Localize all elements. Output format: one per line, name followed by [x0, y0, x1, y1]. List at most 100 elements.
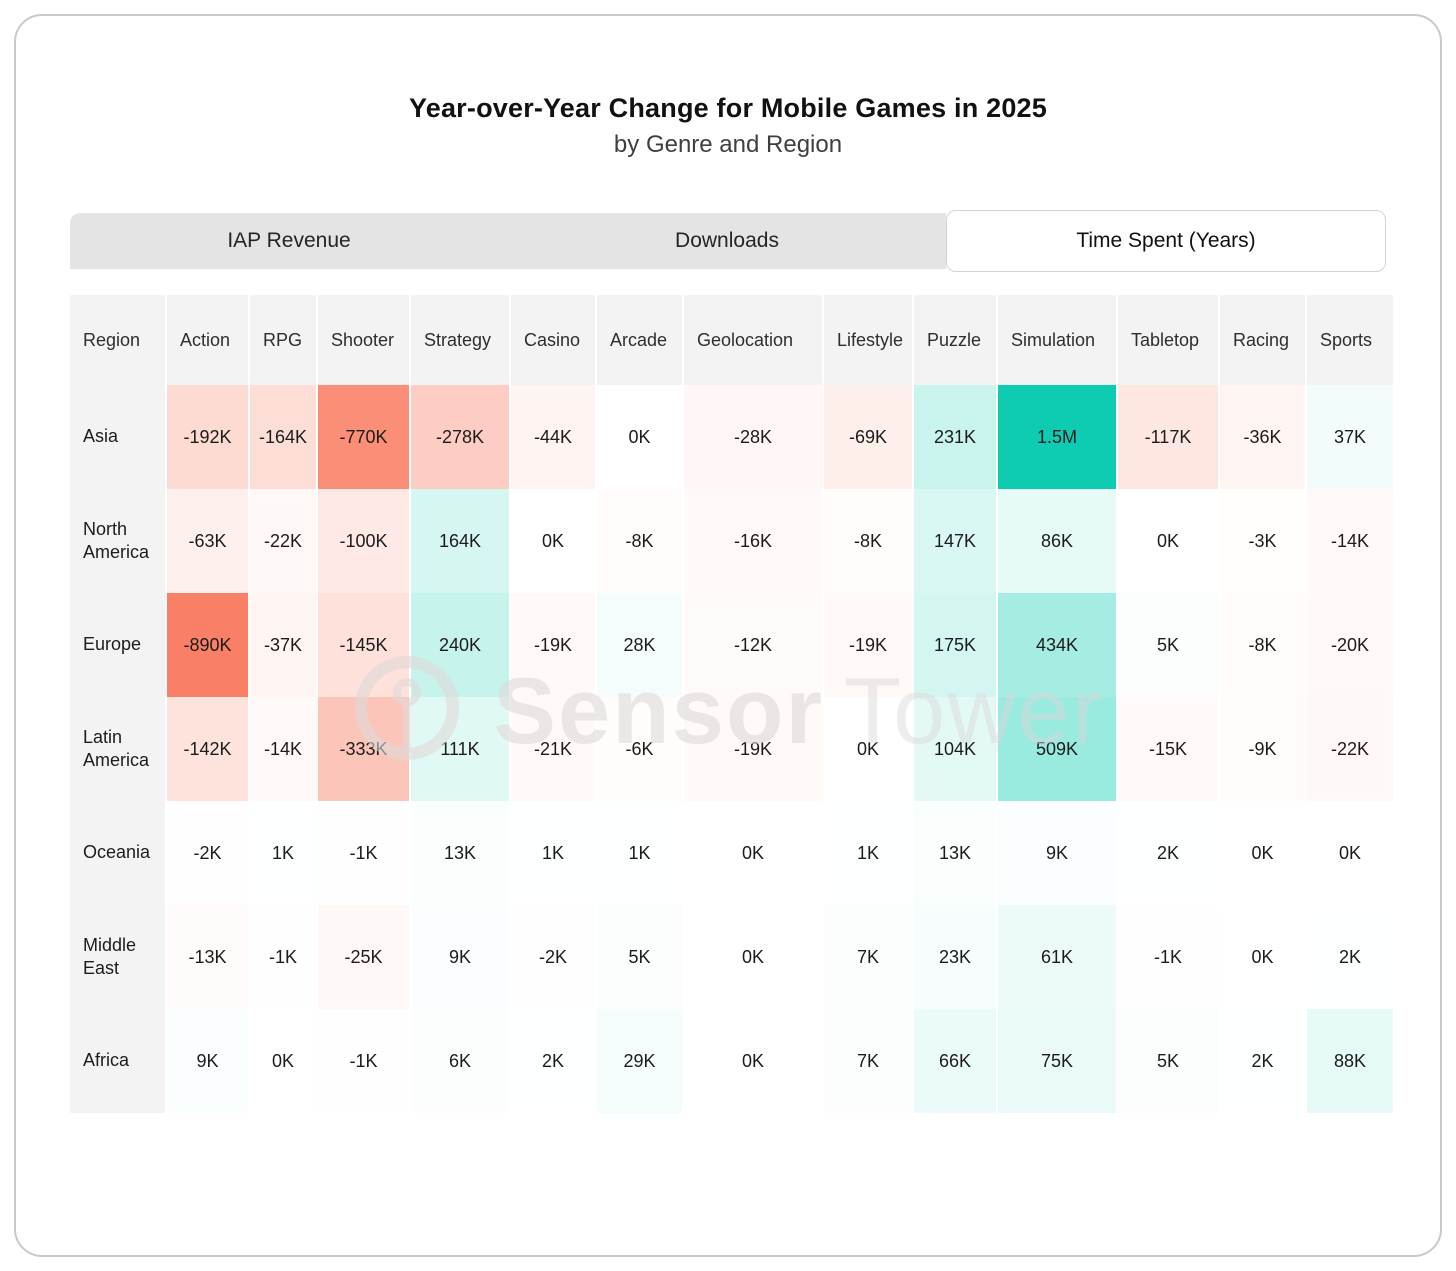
cell-asia-lifestyle: -69K: [824, 385, 914, 489]
cell-latin-america-lifestyle: 0K: [824, 697, 914, 801]
row-label-europe: Europe: [70, 593, 167, 697]
row-label-middle-east: Middle East: [70, 905, 167, 1009]
cell-latin-america-shooter: -333K: [318, 697, 411, 801]
cell-oceania-puzzle: 13K: [914, 801, 998, 905]
cell-oceania-strategy: 13K: [411, 801, 511, 905]
cell-asia-action: -192K: [167, 385, 250, 489]
cell-oceania-action: -2K: [167, 801, 250, 905]
row-label-africa: Africa: [70, 1009, 167, 1113]
tab-time-spent-years[interactable]: Time Spent (Years): [946, 210, 1386, 272]
cell-europe-tabletop: 5K: [1118, 593, 1220, 697]
cell-north-america-action: -63K: [167, 489, 250, 593]
row-label-asia: Asia: [70, 385, 167, 489]
cell-north-america-tabletop: 0K: [1118, 489, 1220, 593]
cell-africa-racing: 2K: [1220, 1009, 1307, 1113]
cell-europe-lifestyle: -19K: [824, 593, 914, 697]
col-header-rpg: RPG: [250, 295, 318, 385]
cell-middle-east-arcade: 5K: [597, 905, 684, 1009]
heatmap-table-wrap: Region Action RPG Shooter Strategy Casino Arca…: [70, 295, 1393, 1113]
cell-africa-strategy: 6K: [411, 1009, 511, 1113]
col-header-simulation: Simulation: [998, 295, 1118, 385]
cell-oceania-arcade: 1K: [597, 801, 684, 905]
cell-north-america-shooter: -100K: [318, 489, 411, 593]
cell-latin-america-action: -142K: [167, 697, 250, 801]
cell-north-america-sports: -14K: [1307, 489, 1393, 593]
cell-middle-east-rpg: -1K: [250, 905, 318, 1009]
tab-downloads[interactable]: Downloads: [508, 213, 946, 269]
cell-north-america-casino: 0K: [511, 489, 597, 593]
cell-africa-geolocation: 0K: [684, 1009, 824, 1113]
tab-bar: IAP Revenue Downloads Time Spent (Years): [70, 210, 1386, 272]
col-header-action: Action: [167, 295, 250, 385]
table-row-europe: Europe -890K -37K -145K 240K -19K 28K -12K -19K 1…: [70, 593, 1393, 697]
cell-asia-rpg: -164K: [250, 385, 318, 489]
cell-north-america-simulation: 86K: [998, 489, 1118, 593]
cell-north-america-strategy: 164K: [411, 489, 511, 593]
cell-oceania-tabletop: 2K: [1118, 801, 1220, 905]
col-header-tabletop: Tabletop: [1118, 295, 1220, 385]
cell-north-america-geolocation: -16K: [684, 489, 824, 593]
table-row-north-america: North America -63K -22K -100K 164K 0K -8K -16K -…: [70, 489, 1393, 593]
cell-middle-east-sports: 2K: [1307, 905, 1393, 1009]
cell-latin-america-arcade: -6K: [597, 697, 684, 801]
col-header-geolocation: Geolocation: [684, 295, 824, 385]
cell-europe-shooter: -145K: [318, 593, 411, 697]
title-block: Year-over-Year Change for Mobile Games i…: [16, 16, 1440, 159]
cell-asia-shooter: -770K: [318, 385, 411, 489]
col-header-lifestyle: Lifestyle: [824, 295, 914, 385]
col-header-region: Region: [70, 295, 167, 385]
cell-asia-tabletop: -117K: [1118, 385, 1220, 489]
cell-middle-east-tabletop: -1K: [1118, 905, 1220, 1009]
cell-asia-puzzle: 231K: [914, 385, 998, 489]
cell-africa-arcade: 29K: [597, 1009, 684, 1113]
cell-middle-east-puzzle: 23K: [914, 905, 998, 1009]
cell-latin-america-racing: -9K: [1220, 697, 1307, 801]
cell-oceania-geolocation: 0K: [684, 801, 824, 905]
cell-europe-rpg: -37K: [250, 593, 318, 697]
page-title: Year-over-Year Change for Mobile Games i…: [409, 93, 1047, 123]
tab-iap-revenue[interactable]: IAP Revenue: [70, 213, 508, 269]
cell-latin-america-casino: -21K: [511, 697, 597, 801]
cell-europe-casino: -19K: [511, 593, 597, 697]
cell-asia-geolocation: -28K: [684, 385, 824, 489]
cell-europe-puzzle: 175K: [914, 593, 998, 697]
table-row-africa: Africa 9K 0K -1K 6K 2K 29K 0K 7K 66K 75K 5K 2K 88K: [70, 1009, 1393, 1113]
cell-asia-racing: -36K: [1220, 385, 1307, 489]
cell-latin-america-sports: -22K: [1307, 697, 1393, 801]
cell-middle-east-casino: -2K: [511, 905, 597, 1009]
row-label-north-america: North America: [70, 489, 167, 593]
col-header-arcade: Arcade: [597, 295, 684, 385]
cell-africa-tabletop: 5K: [1118, 1009, 1220, 1113]
cell-middle-east-strategy: 9K: [411, 905, 511, 1009]
cell-africa-sports: 88K: [1307, 1009, 1393, 1113]
cell-asia-arcade: 0K: [597, 385, 684, 489]
cell-north-america-racing: -3K: [1220, 489, 1307, 593]
col-header-shooter: Shooter: [318, 295, 411, 385]
table-row-latin-america: Latin America -142K -14K -333K 111K -21K -6K -1…: [70, 697, 1393, 801]
col-header-sports: Sports: [1307, 295, 1393, 385]
cell-oceania-casino: 1K: [511, 801, 597, 905]
cell-oceania-racing: 0K: [1220, 801, 1307, 905]
cell-north-america-rpg: -22K: [250, 489, 318, 593]
cell-africa-action: 9K: [167, 1009, 250, 1113]
cell-oceania-sports: 0K: [1307, 801, 1393, 905]
cell-africa-puzzle: 66K: [914, 1009, 998, 1113]
row-label-latin-america: Latin America: [70, 697, 167, 801]
cell-latin-america-tabletop: -15K: [1118, 697, 1220, 801]
col-header-casino: Casino: [511, 295, 597, 385]
cell-europe-geolocation: -12K: [684, 593, 824, 697]
cell-asia-strategy: -278K: [411, 385, 511, 489]
col-header-racing: Racing: [1220, 295, 1307, 385]
cell-europe-action: -890K: [167, 593, 250, 697]
table-row-middle-east: Middle East -13K -1K -25K 9K -2K 5K 0K 7K 23K 61K -…: [70, 905, 1393, 1009]
cell-africa-lifestyle: 7K: [824, 1009, 914, 1113]
cell-europe-simulation: 434K: [998, 593, 1118, 697]
cell-oceania-simulation: 9K: [998, 801, 1118, 905]
cell-asia-sports: 37K: [1307, 385, 1393, 489]
cell-oceania-rpg: 1K: [250, 801, 318, 905]
cell-europe-strategy: 240K: [411, 593, 511, 697]
cell-latin-america-rpg: -14K: [250, 697, 318, 801]
cell-africa-simulation: 75K: [998, 1009, 1118, 1113]
cell-europe-sports: -20K: [1307, 593, 1393, 697]
cell-africa-casino: 2K: [511, 1009, 597, 1113]
